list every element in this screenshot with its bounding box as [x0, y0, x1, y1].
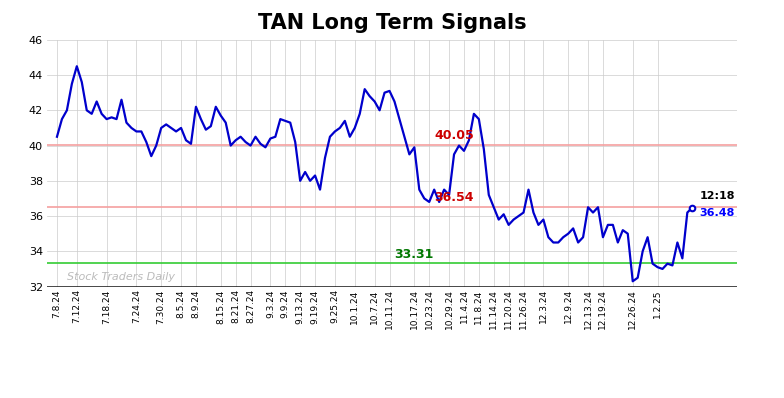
Title: TAN Long Term Signals: TAN Long Term Signals: [258, 13, 526, 33]
Text: 36.54: 36.54: [434, 191, 474, 204]
Text: 33.31: 33.31: [394, 248, 434, 261]
Text: 36.48: 36.48: [700, 209, 735, 219]
Text: 40.05: 40.05: [434, 129, 474, 142]
Text: Stock Traders Daily: Stock Traders Daily: [67, 272, 175, 282]
Text: 12:18: 12:18: [700, 191, 735, 201]
